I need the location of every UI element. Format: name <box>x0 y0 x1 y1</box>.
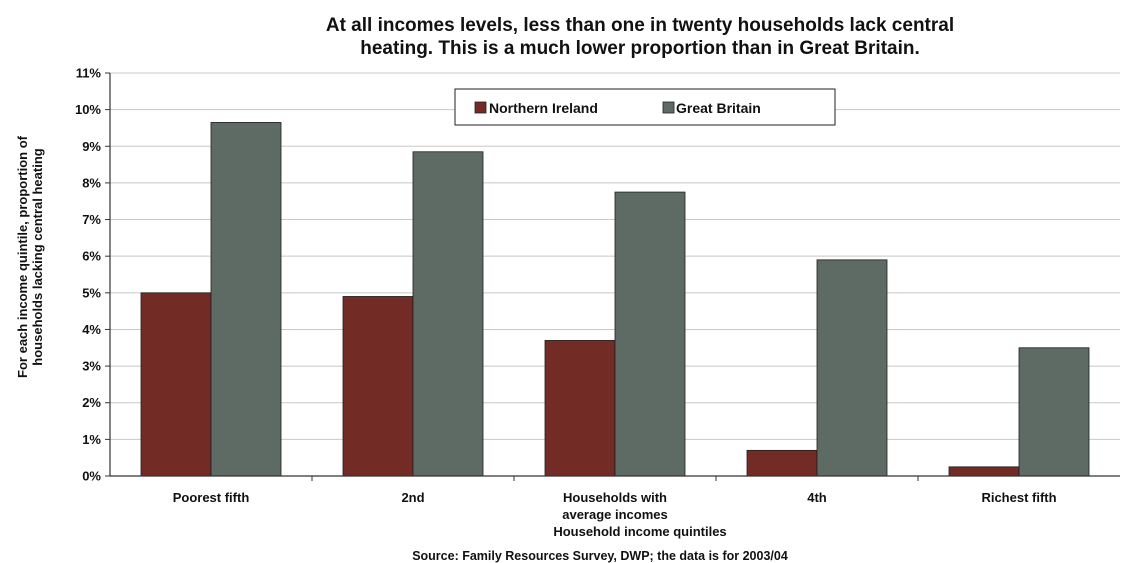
bar-northern-ireland-2nd <box>342 296 414 477</box>
y-tick-label-6: 6% <box>82 249 101 264</box>
x-tick-label-households-with-average-incomes-line-2: average incomes <box>562 507 668 522</box>
bar-northern-ireland-richest-fifth <box>948 466 1020 477</box>
legend-label-northern-ireland: Northern Ireland <box>489 100 598 116</box>
bar-great-britain-4th <box>816 259 888 477</box>
y-tick-label-5: 5% <box>82 285 101 300</box>
chart-title-line-1: At all incomes levels, less than one in … <box>325 15 955 36</box>
x-tick-label-2nd: 2nd <box>401 490 424 505</box>
bar-northern-ireland-4th <box>746 449 818 477</box>
x-axis-title: Household income quintiles <box>553 524 726 539</box>
y-axis-title: For each income quintile, proportion of … <box>15 135 45 378</box>
bar-great-britain-poorest-fifth <box>210 122 282 477</box>
legend-label-great-britain: Great Britain <box>676 100 761 116</box>
x-tick-label-households-with-average-incomes-line-1: Households with <box>563 490 667 505</box>
source-note: Source: Family Resources Survey, DWP; th… <box>412 549 788 563</box>
chart-title: At all incomes levels, less than one in … <box>180 14 1100 60</box>
bar-great-britain-richest-fifth <box>1018 347 1090 477</box>
y-tick-label-9: 9% <box>82 139 101 154</box>
bars <box>140 122 1090 477</box>
y-tick-label-1: 1% <box>82 432 101 447</box>
y-tick-label-8: 8% <box>82 175 101 190</box>
y-tick-label-2: 2% <box>82 395 101 410</box>
bar-great-britain-2nd <box>412 151 484 477</box>
y-tick-label-7: 7% <box>82 212 101 227</box>
x-tick-label-poorest-fifth: Poorest fifth <box>173 490 250 505</box>
bar-northern-ireland-poorest-fifth <box>140 292 212 477</box>
legend-swatch-great-britain <box>662 101 675 114</box>
legend-box <box>454 88 836 126</box>
axes: 0% 1% 2% 3% 4% 5% 6% 7% 8% 9% 10% 11% Poorest fifth 2… <box>75 66 1120 522</box>
bar-great-britain-households-with-average-incomes <box>614 191 686 477</box>
y-tick-label-11: 11% <box>76 66 102 81</box>
y-tick-label-3: 3% <box>82 359 101 374</box>
y-tick-label-4: 4% <box>82 322 101 337</box>
x-tick-label-4th: 4th <box>807 490 827 505</box>
y-tick-label-0: 0% <box>82 469 101 484</box>
y-tick-label-10: 10% <box>75 102 101 117</box>
bar-northern-ireland-households-with-average-incomes <box>544 340 616 477</box>
legend: Northern Ireland Great Britain <box>454 88 836 126</box>
y-axis-title-line-2: households lacking central heating <box>30 148 45 365</box>
chart-title-line-2: heating. This is a much lower proportion… <box>360 38 920 59</box>
x-tick-label-richest-fifth: Richest fifth <box>981 490 1056 505</box>
legend-swatch-northern-ireland <box>474 101 487 114</box>
y-axis-title-line-1: For each income quintile, proportion of <box>15 135 30 378</box>
